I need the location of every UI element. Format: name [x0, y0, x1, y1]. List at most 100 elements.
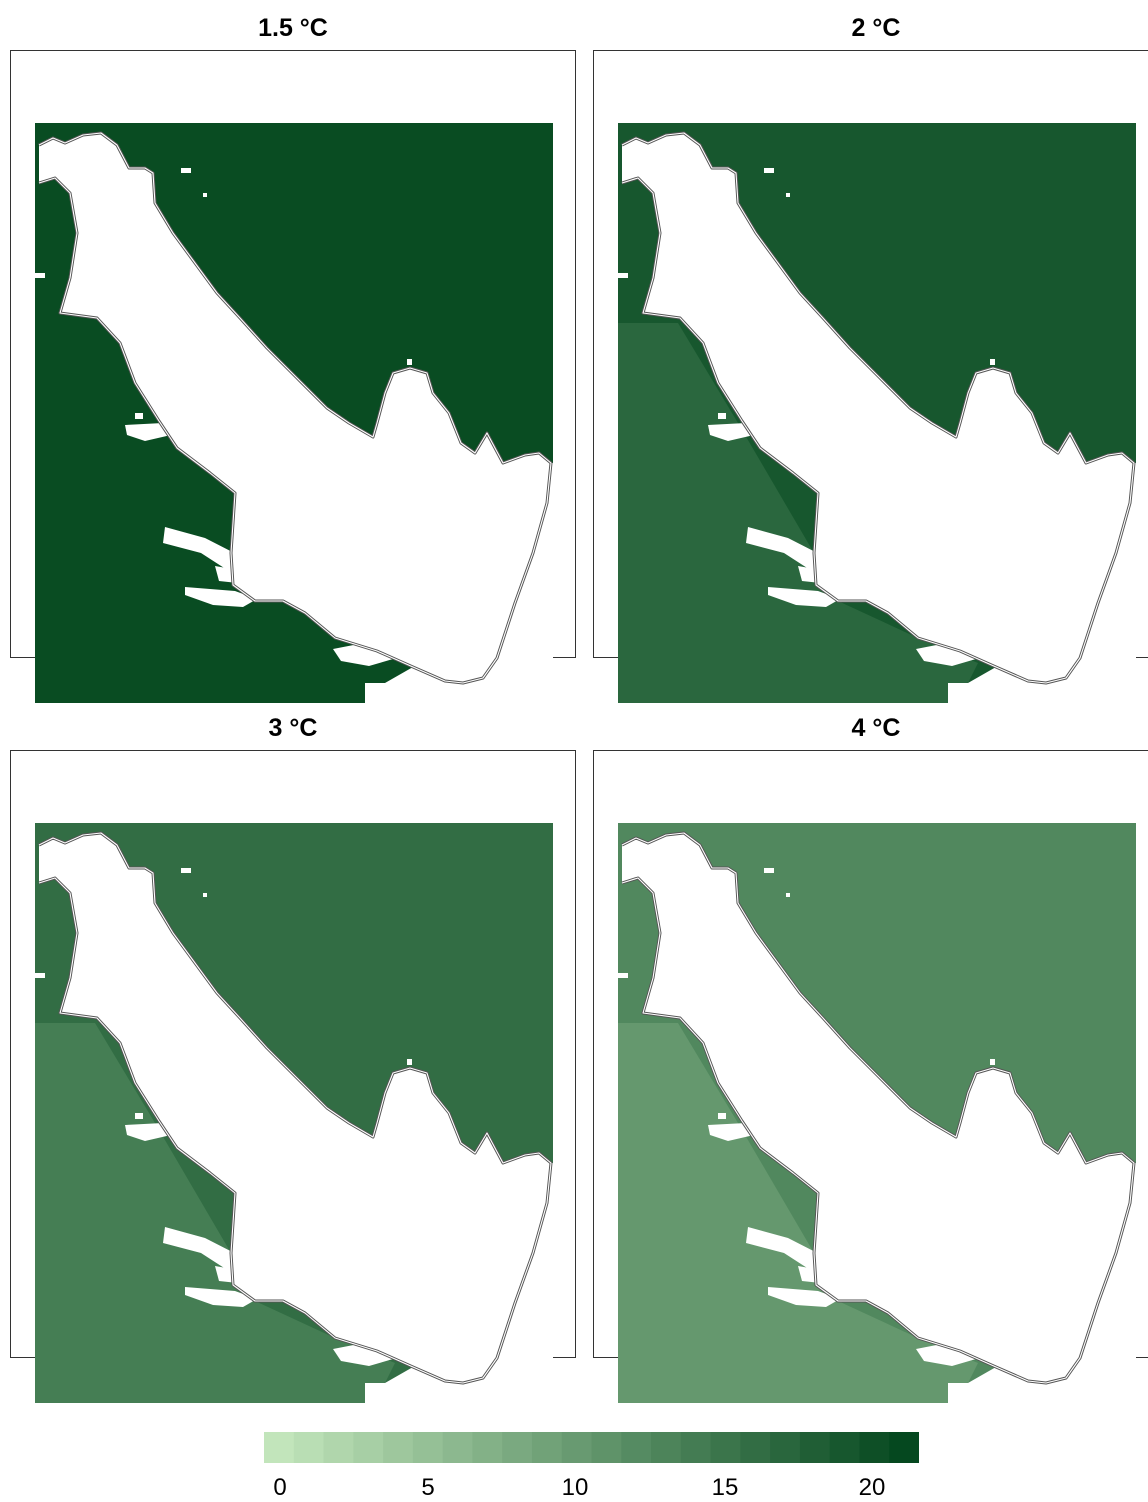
- water-inlet: [834, 495, 876, 535]
- water-pocket: [1036, 1385, 1046, 1391]
- water-pocket: [215, 1141, 221, 1147]
- legend-swatch: [412, 1432, 444, 1463]
- water-pocket: [125, 871, 130, 876]
- map-1: [35, 123, 553, 703]
- water-pocket: [798, 441, 804, 447]
- water-inlet: [215, 1266, 261, 1284]
- legend-swatch: [502, 1432, 533, 1463]
- water-pocket: [718, 413, 726, 419]
- color-legend: [264, 1432, 919, 1463]
- water-pocket: [1010, 419, 1016, 425]
- water-pocket: [135, 1113, 143, 1119]
- water-pocket: [1010, 1119, 1016, 1125]
- water-pocket: [181, 168, 191, 173]
- coastline-inner: [38, 832, 552, 1384]
- water-inlet: [798, 1266, 844, 1284]
- water-pocket: [135, 413, 143, 419]
- water-pocket: [453, 685, 463, 691]
- coastline-inner: [38, 132, 552, 684]
- legend-swatch: [651, 1432, 682, 1463]
- water-inlet: [185, 587, 257, 607]
- water-pocket: [203, 193, 207, 197]
- water-pocket: [427, 1119, 433, 1125]
- water-body: [622, 833, 1134, 1383]
- legend-swatch: [531, 1432, 563, 1463]
- water-pocket: [103, 221, 107, 226]
- water-inlet: [251, 1195, 293, 1235]
- legend-swatch: [561, 1432, 593, 1463]
- land-lower-value-area: [35, 1023, 395, 1403]
- water-pocket: [215, 441, 221, 447]
- water-pocket: [35, 273, 45, 278]
- water-pocket: [798, 1141, 804, 1147]
- water-pocket: [427, 419, 433, 425]
- map-2: [618, 123, 1136, 703]
- water-pocket: [618, 273, 628, 278]
- water-pocket: [35, 973, 45, 978]
- water-pocket: [786, 193, 790, 197]
- water-inlet: [708, 1123, 754, 1141]
- legend-tick-10: 10: [561, 1474, 589, 1501]
- water-body: [39, 833, 551, 1383]
- water-pocket: [618, 973, 628, 978]
- no-data-area: [948, 463, 1136, 703]
- legend-swatch: [591, 1432, 622, 1463]
- coastline-inner: [621, 832, 1135, 1384]
- water-pocket: [103, 921, 107, 926]
- water-pocket: [646, 1003, 660, 1009]
- legend-tick-0: 0: [273, 1474, 287, 1501]
- water-pocket: [686, 221, 690, 226]
- legend-color-bar: [264, 1432, 919, 1463]
- water-inlet: [834, 1195, 876, 1235]
- legend-swatch: [323, 1432, 354, 1463]
- no-data-area: [948, 1163, 1136, 1403]
- water-inlet: [798, 566, 844, 584]
- water-inlet: [708, 423, 754, 441]
- legend-swatch: [710, 1432, 741, 1463]
- legend-swatch: [799, 1432, 831, 1463]
- water-pocket: [79, 963, 83, 967]
- water-inlet: [125, 1123, 171, 1141]
- water-pocket: [718, 1113, 726, 1119]
- water-inlet: [916, 642, 976, 666]
- water-pocket: [1036, 685, 1046, 691]
- water-pocket: [686, 921, 690, 926]
- water-pocket: [990, 1059, 995, 1065]
- land-lower-value-area: [618, 323, 978, 703]
- legend-swatch: [383, 1432, 414, 1463]
- map-panel-1: [10, 50, 576, 703]
- coastline-inner: [621, 132, 1135, 684]
- water-pocket: [95, 909, 100, 915]
- legend-swatch: [859, 1432, 890, 1463]
- water-pocket: [79, 263, 83, 267]
- water-inlet: [215, 566, 261, 584]
- map-panel-4: [593, 750, 1148, 1403]
- water-inlet: [768, 1287, 840, 1307]
- legend-swatch: [740, 1432, 771, 1463]
- legend-tick-20: 20: [858, 1474, 886, 1501]
- water-pocket: [125, 171, 130, 176]
- water-inlet: [251, 495, 293, 535]
- water-inlet: [333, 642, 393, 666]
- map-panel-2: [593, 50, 1148, 703]
- map-panel-3: [10, 750, 576, 1403]
- land-lower-value-area: [618, 1023, 978, 1403]
- water-body: [622, 133, 1134, 683]
- water-pocket: [678, 909, 683, 915]
- no-data-area: [365, 1163, 553, 1403]
- water-inlet: [185, 1287, 257, 1307]
- water-pocket: [453, 1385, 463, 1391]
- water-pocket: [203, 893, 207, 897]
- legend-swatch: [472, 1432, 503, 1463]
- water-pocket: [708, 171, 713, 176]
- panel-title-2: 2 °C: [851, 14, 901, 42]
- water-pocket: [764, 168, 774, 173]
- panel-title-1: 1.5 °C: [258, 14, 328, 42]
- water-inlet: [768, 587, 840, 607]
- panel-title-4: 4 °C: [851, 714, 901, 742]
- map-4: [618, 823, 1136, 1403]
- water-pocket: [407, 1059, 412, 1065]
- water-pocket: [786, 893, 790, 897]
- water-body: [39, 133, 551, 683]
- water-pocket: [63, 1003, 77, 1009]
